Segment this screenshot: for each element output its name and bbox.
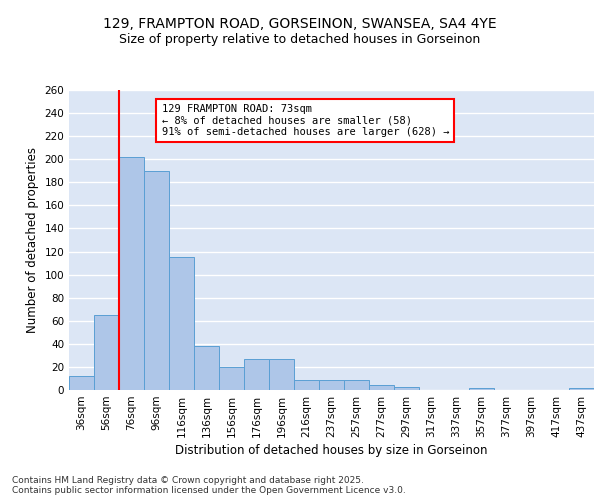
Bar (119, 157, 144, 390)
Bar (294, 380, 319, 390)
Text: 129, FRAMPTON ROAD, GORSEINON, SWANSEA, SA4 4YE: 129, FRAMPTON ROAD, GORSEINON, SWANSEA, … (103, 18, 497, 32)
Bar (194, 346, 219, 390)
Bar (144, 171, 169, 390)
Text: Size of property relative to detached houses in Gorseinon: Size of property relative to detached ho… (119, 32, 481, 46)
Bar (369, 386, 394, 390)
Bar (469, 388, 494, 390)
Bar (219, 367, 244, 390)
Bar (269, 359, 294, 390)
Bar (244, 359, 269, 390)
Bar (394, 386, 419, 390)
Bar (169, 258, 194, 390)
Bar (69, 376, 94, 390)
Bar (94, 315, 119, 390)
Text: 129 FRAMPTON ROAD: 73sqm
← 8% of detached houses are smaller (58)
91% of semi-de: 129 FRAMPTON ROAD: 73sqm ← 8% of detache… (161, 104, 449, 137)
Bar (319, 380, 344, 390)
Bar (569, 388, 594, 390)
X-axis label: Distribution of detached houses by size in Gorseinon: Distribution of detached houses by size … (175, 444, 488, 457)
Bar (344, 380, 369, 390)
Y-axis label: Number of detached properties: Number of detached properties (26, 147, 39, 333)
Text: Contains HM Land Registry data © Crown copyright and database right 2025.
Contai: Contains HM Land Registry data © Crown c… (12, 476, 406, 495)
